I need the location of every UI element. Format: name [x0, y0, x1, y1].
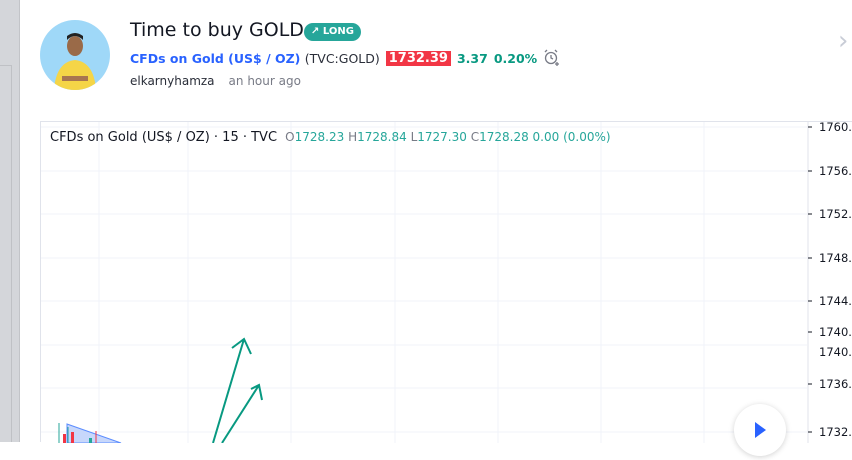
price-label: 1744.0: [819, 294, 852, 308]
symbol-link[interactable]: CFDs on Gold (US$ / OZ) (TVC:GOLD): [130, 51, 380, 66]
ohlc-values: O1728.23 H1728.84 L1727.30 C1728.28 0.00…: [285, 130, 611, 144]
left-scroll-strip: [0, 0, 20, 442]
arrow-up-right-icon: ↗: [311, 26, 320, 37]
add-alert-icon[interactable]: [543, 49, 561, 67]
price-marker: 1740.7: [819, 325, 852, 339]
symbol-row: CFDs on Gold (US$ / OZ) (TVC:GOLD) 1732.…: [130, 49, 561, 67]
play-button[interactable]: [734, 404, 786, 456]
price-label: 1740.0: [819, 345, 852, 359]
author-link[interactable]: elkarnyhamza: [130, 74, 215, 88]
price-change-pct: 0.20%: [493, 50, 538, 66]
avatar[interactable]: [40, 20, 110, 90]
price-label: 1752.0: [819, 207, 852, 221]
chart-legend: CFDs on Gold (US$ / OZ) · 15 · TVC O1728…: [50, 130, 611, 145]
ticker[interactable]: (TVC:GOLD): [304, 50, 380, 66]
candles: [58, 423, 97, 443]
price-label: 1756.0: [819, 164, 852, 178]
symbol-name[interactable]: CFDs on Gold (US$ / OZ): [130, 50, 301, 66]
arrow-drawing: [212, 337, 252, 443]
last-price: 1732.39: [385, 50, 451, 66]
price-label: 1760.0: [819, 122, 852, 134]
price-axis: 1760.0 1756.0 1752.0 1748.0 1744.0 1740.…: [808, 122, 852, 439]
publish-time: an hour ago: [228, 74, 301, 88]
grid: [41, 122, 807, 443]
price-label: 1736.4: [819, 377, 852, 391]
arrow-drawings: [212, 337, 263, 443]
candle: [63, 434, 66, 443]
idea-title: Time to buy GOLD: [130, 19, 304, 41]
chart-area[interactable]: 1760.0 1756.0 1752.0 1748.0 1744.0 1740.…: [40, 121, 852, 443]
price-change: 3.37: [456, 50, 488, 66]
long-badge: ↗ LONG: [304, 23, 361, 41]
legend-title: CFDs on Gold (US$ / OZ) · 15 · TVC: [50, 130, 278, 145]
price-label: 1732.0: [819, 425, 852, 439]
chevron-right-icon[interactable]: ›: [838, 26, 849, 56]
idea-panel: [21, 0, 852, 442]
arrow-drawing: [221, 383, 263, 443]
candle: [71, 432, 74, 443]
candle: [89, 438, 92, 443]
price-label: 1748.0: [819, 251, 852, 265]
badge-label: LONG: [322, 26, 354, 37]
triangle-pattern: [66, 423, 122, 443]
play-icon: [755, 422, 766, 438]
